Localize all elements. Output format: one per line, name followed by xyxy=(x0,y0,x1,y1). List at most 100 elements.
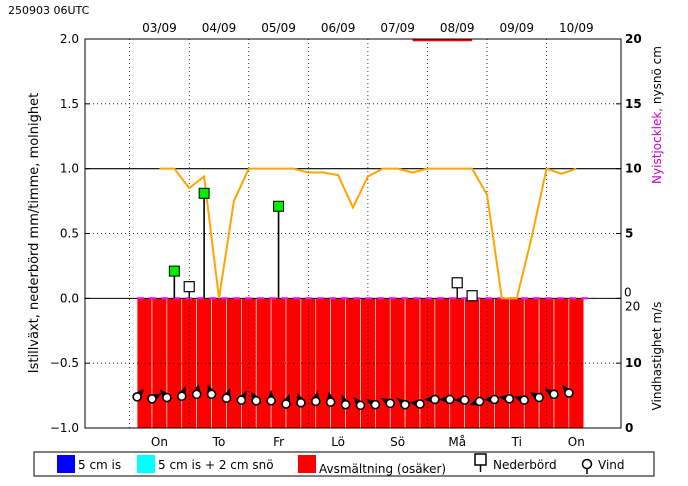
top-date-label: 04/09 xyxy=(202,21,237,35)
right-top-tick-label: 15 xyxy=(625,97,642,111)
wind-marker xyxy=(176,385,187,402)
right-axis-label-group: Nyistjocklek, nysnö cm xyxy=(650,46,664,184)
right-bottom-tick-label: 0 xyxy=(625,421,633,435)
wind-circle xyxy=(549,389,559,400)
wind-marker xyxy=(438,394,455,405)
top-date-label: 09/09 xyxy=(499,21,534,35)
top-date-label: 10/09 xyxy=(559,21,594,35)
y-tick-label: −1.0 xyxy=(50,421,79,435)
wind-circle xyxy=(132,392,142,402)
legend: 5 cm is 5 cm is + 2 cm snö Avsmältning (… xyxy=(33,451,655,477)
legend-label-precip: Nederbörd xyxy=(493,458,557,472)
y-axis-right-bottom-label: Vindhastighet m/s xyxy=(650,302,664,411)
wind-circle xyxy=(400,399,410,410)
wind-marker xyxy=(325,391,336,407)
y-axis-right-top-black: nysnö cm xyxy=(650,46,664,104)
melt-bar xyxy=(315,298,331,429)
wind-marker xyxy=(483,394,500,405)
wind-marker xyxy=(159,389,172,403)
wind-marker xyxy=(380,397,396,409)
wind-circle xyxy=(504,394,515,404)
y-axis-right-top-magenta: Nyistjocklek, xyxy=(650,108,664,184)
top-date-label: 05/09 xyxy=(261,21,296,35)
wind-marker xyxy=(423,394,440,405)
bottom-day-label: Fr xyxy=(273,435,284,449)
right-top-tick-label: 20 xyxy=(625,32,642,46)
legend-label-5cm-ice: 5 cm is xyxy=(78,458,121,472)
bottom-day-label: Må xyxy=(448,435,466,449)
wind-circle xyxy=(385,398,396,409)
wind-marker xyxy=(469,396,485,407)
bottom-day-label: On xyxy=(151,435,168,449)
wind-marker xyxy=(365,399,381,410)
top-date-label: 03/09 xyxy=(142,21,177,35)
cloudiness-line xyxy=(159,167,577,300)
wind-marker xyxy=(340,394,351,410)
precip-marker xyxy=(183,281,195,293)
y-tick-label: −0.5 xyxy=(50,356,79,370)
bottom-day-label: Lö xyxy=(331,435,345,449)
legend-label-melt: Avsmältning (osäker) xyxy=(319,462,446,476)
wind-circle xyxy=(534,392,544,403)
wind-circle xyxy=(325,397,336,407)
legend-swatch-blue xyxy=(57,455,75,473)
bottom-day-label: Ti xyxy=(511,435,522,449)
wind-circle xyxy=(251,395,262,406)
melt-bar xyxy=(523,298,540,429)
wind-marker xyxy=(529,392,544,403)
wind-marker xyxy=(396,397,410,410)
precip-marker xyxy=(466,290,478,302)
wind-circle xyxy=(519,395,530,405)
plot-area: 2.01.51.00.50.0−0.5−1.0201510502010003/0… xyxy=(50,21,642,449)
right-top-tick-label: 5 xyxy=(625,227,633,241)
wind-marker xyxy=(236,390,247,405)
wind-circle xyxy=(415,399,425,409)
wind-circle xyxy=(281,399,291,409)
wind-marker xyxy=(513,395,530,405)
right-bottom-tick-label: 10 xyxy=(625,356,642,370)
wind-marker xyxy=(266,389,276,406)
wind-circle xyxy=(474,396,485,407)
y-tick-label: 1.5 xyxy=(60,97,79,111)
melt-bar xyxy=(255,298,272,429)
wind-marker xyxy=(191,383,202,400)
bottom-day-label: To xyxy=(212,435,226,449)
wind-circle xyxy=(430,394,440,405)
wind-circle xyxy=(444,394,455,405)
ice-growth-marker xyxy=(198,187,210,199)
top-date-label: 07/09 xyxy=(380,21,415,35)
melt-bar xyxy=(151,298,168,429)
wind-marker xyxy=(453,395,470,405)
legend-swatch-cyan xyxy=(137,455,155,473)
ice-growth-marker xyxy=(273,200,285,212)
wind-circle xyxy=(564,388,574,398)
wind-marker xyxy=(132,388,145,402)
wind-circle xyxy=(355,400,366,411)
wind-circle xyxy=(206,389,217,400)
right-bottom-tick-label: 20 xyxy=(625,299,640,313)
ice-growth-marker xyxy=(168,265,180,277)
wind-circle xyxy=(459,395,470,405)
wind-marker xyxy=(147,393,162,404)
top-date-label: 06/09 xyxy=(321,21,356,35)
y-tick-label: 0.0 xyxy=(60,291,79,305)
precip-marker xyxy=(451,277,463,289)
right-top-tick-label: 0 xyxy=(624,285,632,299)
legend-precip-icon xyxy=(474,453,487,472)
wind-circle xyxy=(340,399,351,410)
wind-circle xyxy=(236,395,247,405)
legend-label-ice-snow: 5 cm is + 2 cm snö xyxy=(158,458,274,472)
bottom-day-label: Sö xyxy=(390,435,405,449)
y-tick-label: 2.0 xyxy=(60,32,79,46)
wind-circle xyxy=(176,391,187,402)
wind-circle xyxy=(310,396,321,407)
y-axis-left-label: Istillväxt, nederbörd mm/timme, molnighe… xyxy=(27,93,42,373)
bottom-day-label: On xyxy=(568,435,585,449)
wind-marker xyxy=(561,384,574,398)
wind-circle xyxy=(162,392,172,403)
wind-circle xyxy=(191,389,202,400)
wind-marker xyxy=(409,399,425,409)
wind-marker xyxy=(353,396,366,411)
wind-circle xyxy=(489,394,500,405)
